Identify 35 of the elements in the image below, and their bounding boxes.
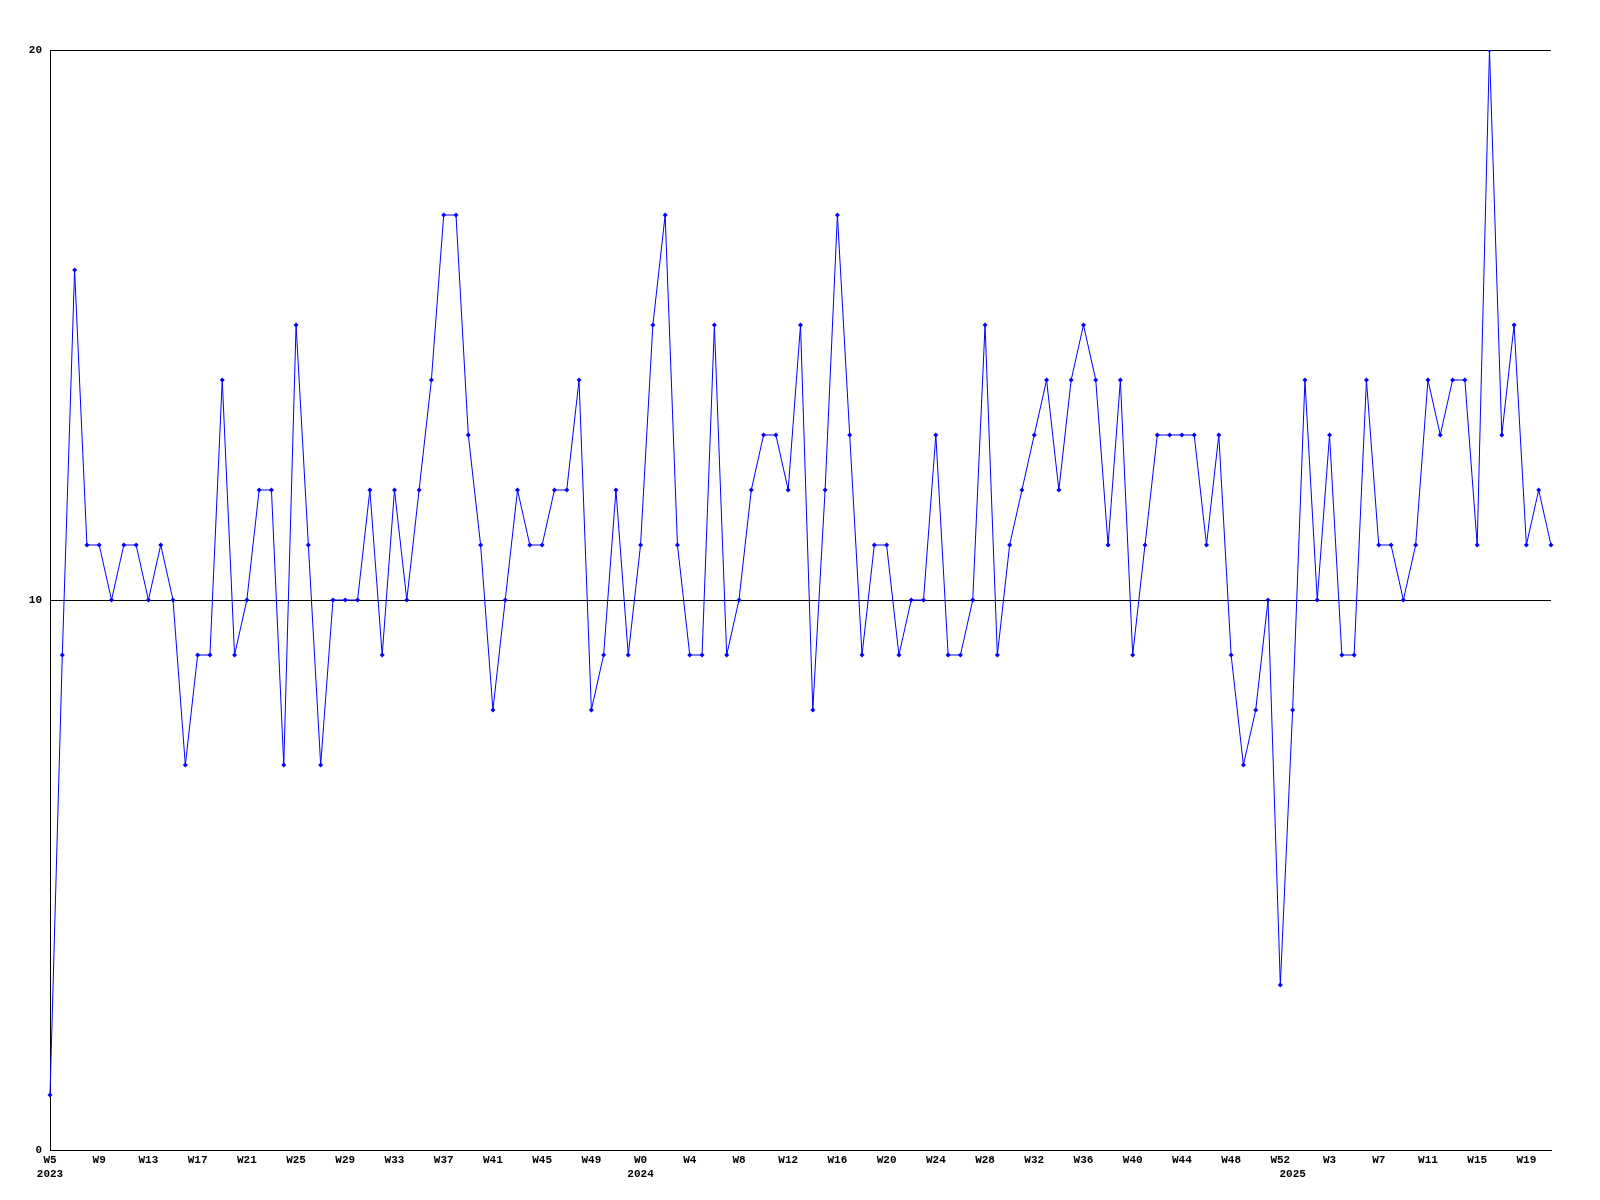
x-tick-label: W36	[1073, 1154, 1094, 1167]
x-tick-label: W13	[138, 1154, 159, 1167]
x-tick-label: W0 2024	[627, 1154, 655, 1180]
x-tick-label: W48	[1221, 1154, 1242, 1167]
y-tick-label: 0	[35, 1143, 42, 1156]
y-tick-label: 20	[28, 43, 42, 56]
x-tick-label: W16	[827, 1154, 848, 1167]
x-tick-label: W17	[187, 1154, 208, 1167]
x-tick-label: W8	[732, 1154, 746, 1167]
x-tick-label: W19	[1516, 1154, 1537, 1167]
x-tick-label: W12	[778, 1154, 799, 1167]
x-tick-label: 2025	[1279, 1167, 1307, 1180]
x-tick-label: W33	[384, 1154, 405, 1167]
x-tick-label: W3	[1322, 1154, 1337, 1167]
x-tick-label: W32	[1024, 1154, 1045, 1167]
x-tick-label: W20	[876, 1154, 897, 1167]
x-tick-label: W9	[92, 1154, 106, 1167]
y-tick-label: 10	[28, 593, 42, 606]
x-tick-label: W29	[335, 1154, 356, 1167]
x-tick-label: W25	[286, 1154, 307, 1167]
x-tick-label: W44	[1172, 1154, 1193, 1167]
x-tick-label: W4	[683, 1154, 697, 1167]
x-tick-label: W11	[1418, 1154, 1439, 1167]
x-tick-label: W7	[1372, 1154, 1386, 1167]
x-tick-label: W49	[581, 1154, 602, 1167]
x-tick-label: W52	[1270, 1154, 1291, 1167]
x-tick-label: W15	[1467, 1154, 1488, 1167]
x-tick-label: W40	[1122, 1154, 1143, 1167]
x-tick-label: W5 2023	[36, 1154, 64, 1180]
x-tick-label: W45	[532, 1154, 553, 1167]
x-tick-label: W21	[236, 1154, 258, 1167]
x-tick-label: W24	[925, 1154, 947, 1167]
x-tick-label: W28	[975, 1154, 996, 1167]
x-tick-label: W37	[433, 1154, 454, 1167]
x-tick-label: W41	[483, 1154, 504, 1167]
